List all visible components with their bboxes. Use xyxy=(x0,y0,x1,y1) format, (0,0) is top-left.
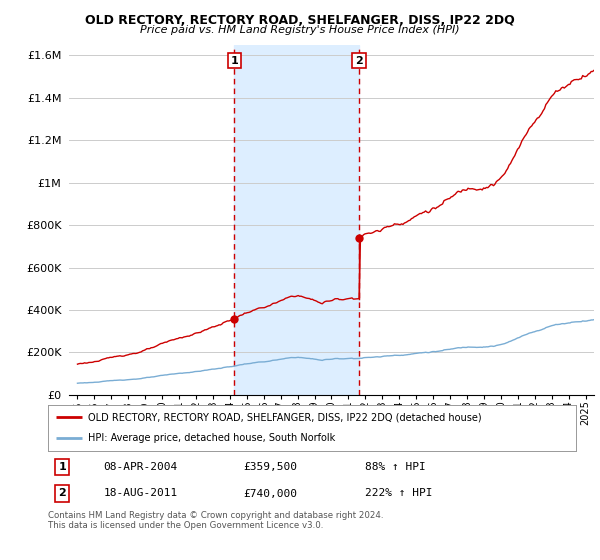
Text: 222% ↑ HPI: 222% ↑ HPI xyxy=(365,488,432,498)
Bar xyxy=(235,45,359,395)
Text: 88% ↑ HPI: 88% ↑ HPI xyxy=(365,462,425,472)
Text: HPI: Average price, detached house, South Norfolk: HPI: Average price, detached house, Sout… xyxy=(88,433,335,444)
Text: 2: 2 xyxy=(58,488,66,498)
Text: 18-AUG-2011: 18-AUG-2011 xyxy=(103,488,178,498)
Text: £740,000: £740,000 xyxy=(244,488,298,498)
Text: Price paid vs. HM Land Registry's House Price Index (HPI): Price paid vs. HM Land Registry's House … xyxy=(140,25,460,35)
Text: 1: 1 xyxy=(230,55,238,66)
Text: 08-APR-2004: 08-APR-2004 xyxy=(103,462,178,472)
Text: £359,500: £359,500 xyxy=(244,462,298,472)
Text: OLD RECTORY, RECTORY ROAD, SHELFANGER, DISS, IP22 2DQ (detached house): OLD RECTORY, RECTORY ROAD, SHELFANGER, D… xyxy=(88,412,481,422)
Text: Contains HM Land Registry data © Crown copyright and database right 2024.
This d: Contains HM Land Registry data © Crown c… xyxy=(48,511,383,530)
Text: OLD RECTORY, RECTORY ROAD, SHELFANGER, DISS, IP22 2DQ: OLD RECTORY, RECTORY ROAD, SHELFANGER, D… xyxy=(85,14,515,27)
Text: 1: 1 xyxy=(58,462,66,472)
Text: 2: 2 xyxy=(355,55,363,66)
